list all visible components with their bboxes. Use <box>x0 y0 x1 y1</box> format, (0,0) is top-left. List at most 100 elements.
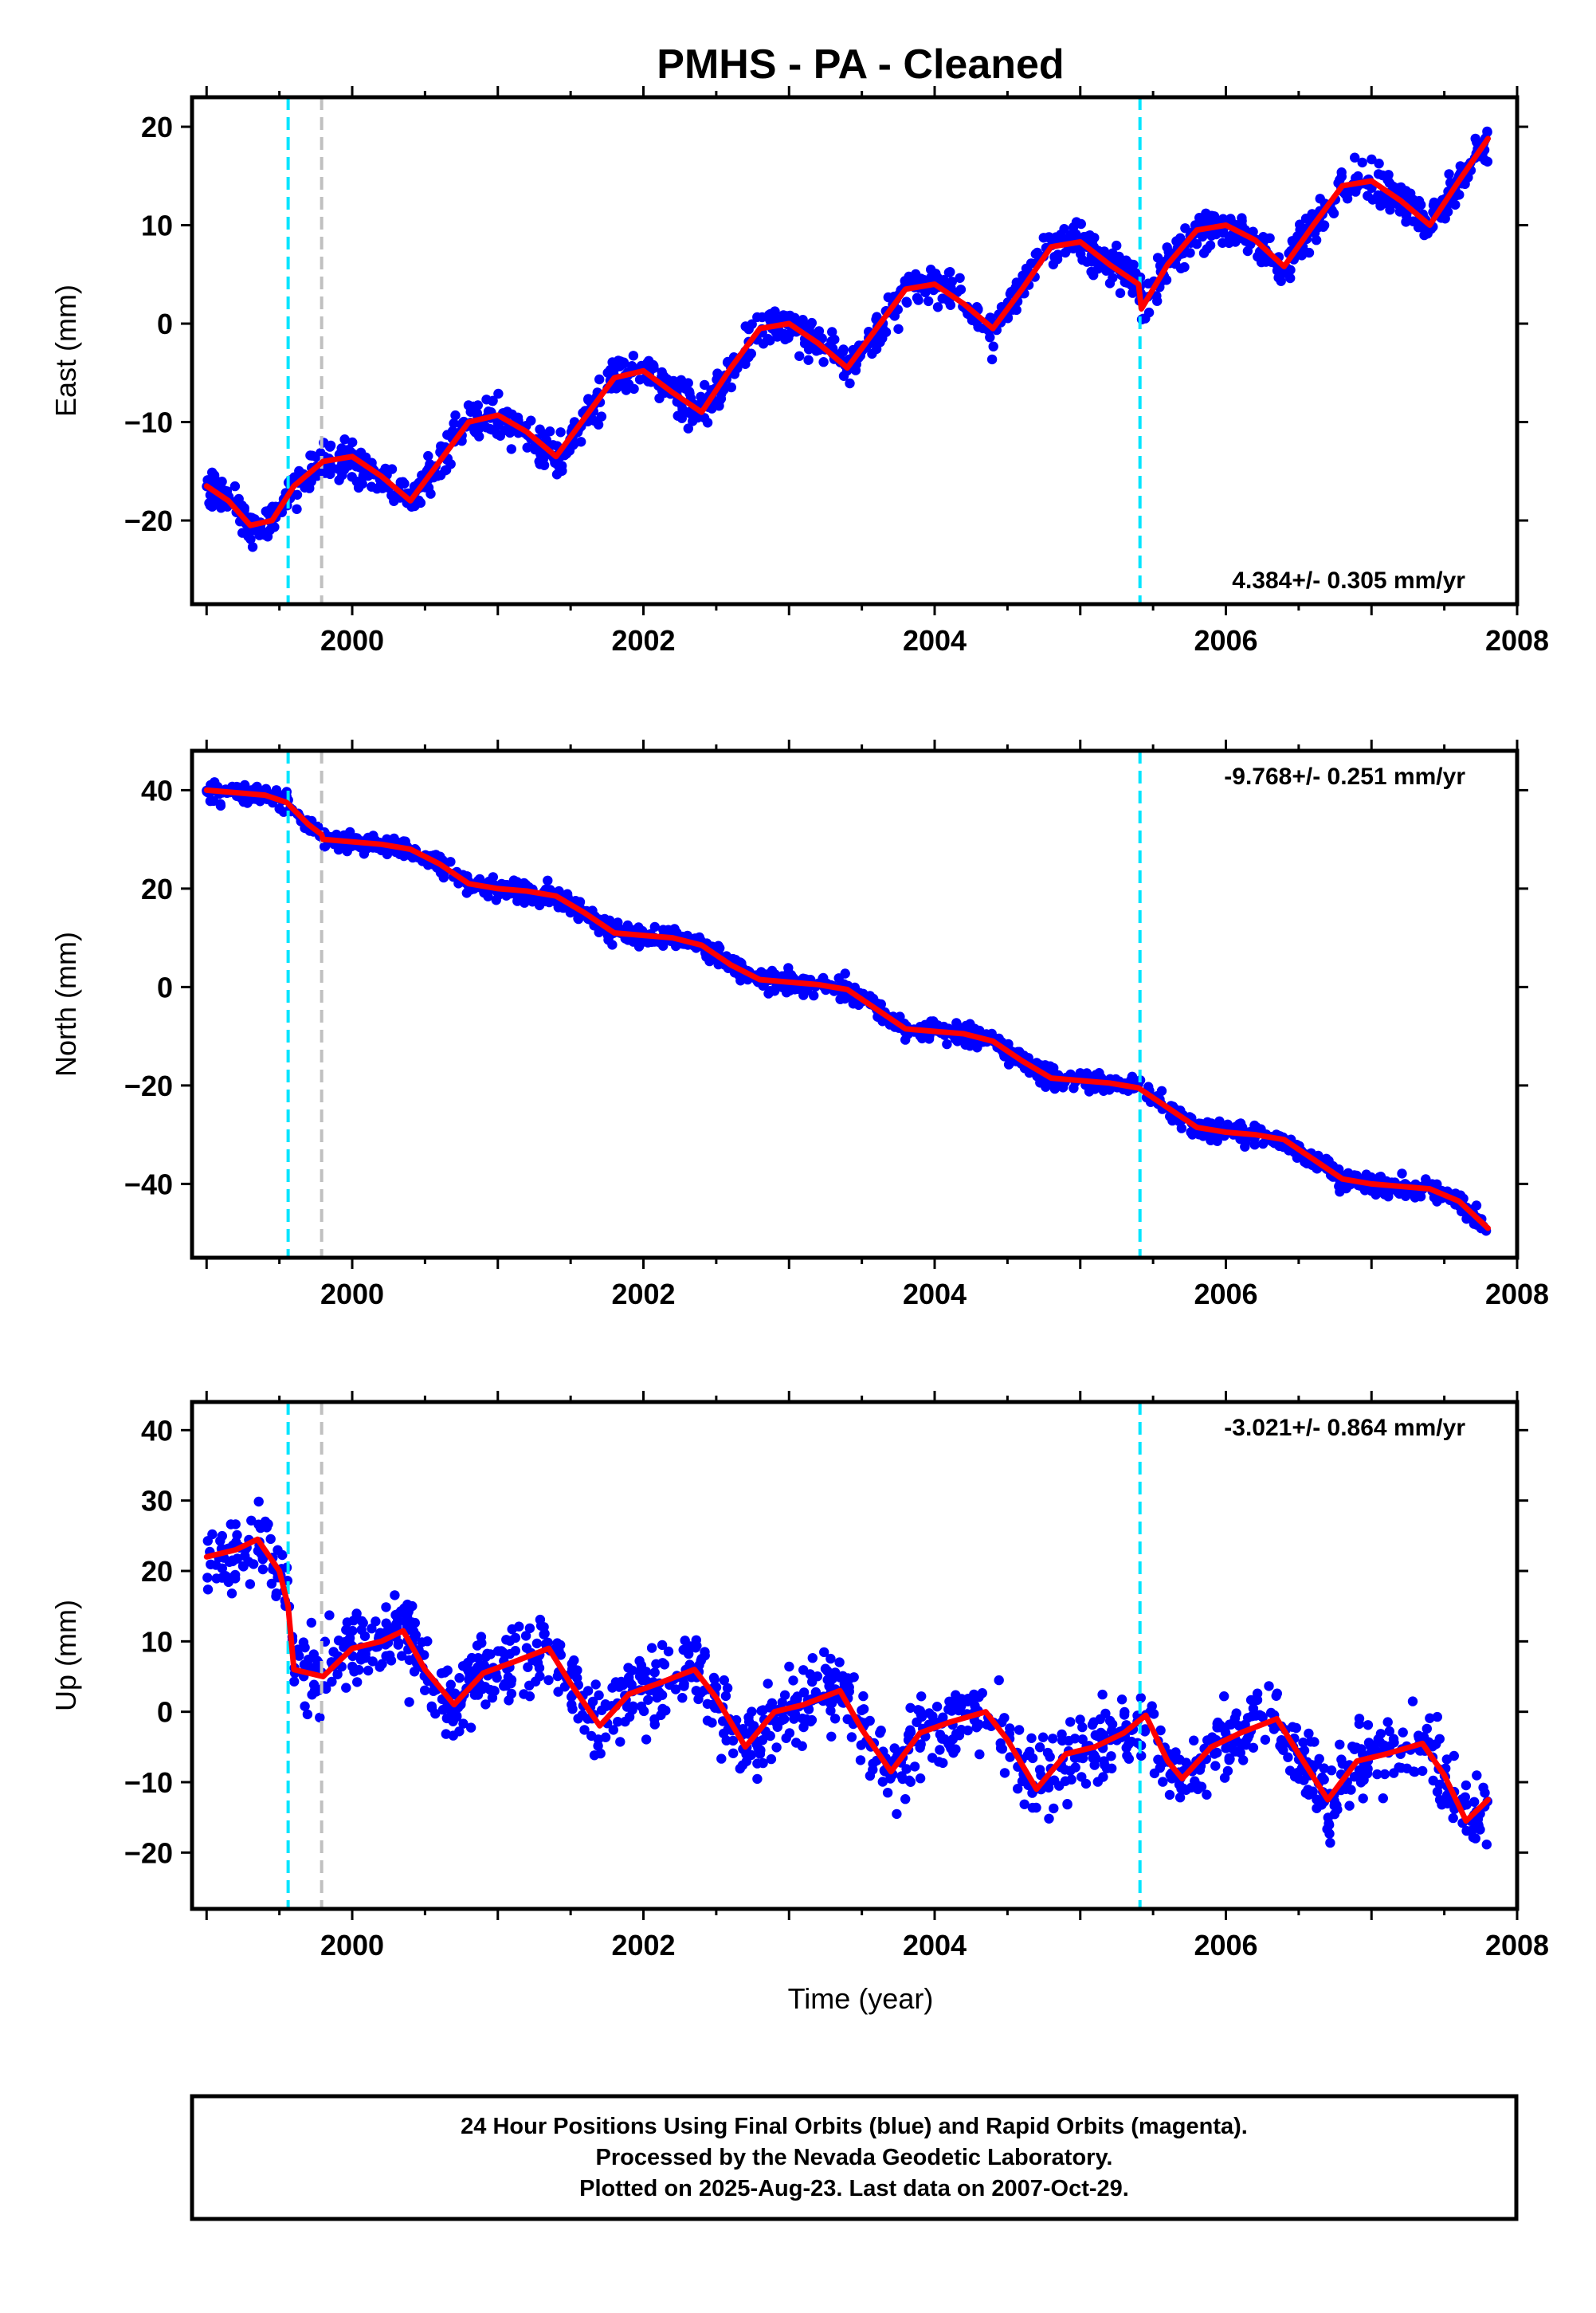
data-point <box>688 416 698 426</box>
data-point <box>937 293 947 304</box>
data-point <box>535 1620 547 1631</box>
data-point <box>905 1702 916 1713</box>
data-point <box>423 860 433 870</box>
data-point <box>207 501 218 512</box>
plot-area <box>202 751 1492 1258</box>
data-point <box>534 1663 545 1673</box>
data-point <box>1097 1689 1108 1700</box>
data-point <box>1375 1729 1386 1739</box>
data-point <box>1054 1781 1065 1791</box>
data-point <box>524 1623 535 1634</box>
data-point <box>849 1672 859 1683</box>
data-point <box>594 927 604 938</box>
data-point <box>943 267 955 278</box>
data-point <box>916 1691 927 1702</box>
data-point <box>900 1794 911 1804</box>
data-point <box>613 355 624 366</box>
data-point <box>1251 1122 1262 1133</box>
data-point <box>788 1675 798 1686</box>
data-point <box>995 1743 1006 1753</box>
data-point <box>333 842 344 853</box>
data-point <box>321 1683 331 1694</box>
data-point <box>1378 198 1389 209</box>
data-point <box>1005 289 1016 299</box>
data-point <box>1454 190 1465 200</box>
data-point <box>1071 217 1082 227</box>
data-point <box>794 351 805 361</box>
data-point <box>1231 1708 1241 1718</box>
x-tick-label: 2004 <box>903 624 967 657</box>
data-point <box>1106 1751 1116 1761</box>
data-point <box>534 456 544 467</box>
data-point <box>1122 260 1132 270</box>
data-point <box>827 1674 838 1684</box>
data-point <box>557 465 567 476</box>
data-point <box>735 1763 745 1774</box>
data-point <box>1207 1732 1218 1742</box>
data-point <box>302 1709 313 1720</box>
data-point <box>892 1808 902 1820</box>
data-point <box>620 1716 630 1727</box>
data-point <box>784 1728 795 1738</box>
data-point <box>752 312 763 323</box>
data-point <box>514 1621 524 1632</box>
data-point <box>1469 1219 1480 1229</box>
data-point <box>1065 1765 1076 1776</box>
data-point <box>1383 170 1394 180</box>
data-point <box>694 1659 704 1671</box>
data-point <box>649 363 659 373</box>
data-point <box>506 444 516 454</box>
data-point <box>1253 251 1263 262</box>
data-point <box>1221 1743 1231 1753</box>
data-point <box>1040 1060 1051 1070</box>
y-tick-label: 20 <box>141 873 173 905</box>
data-point <box>893 324 904 334</box>
data-point <box>211 1573 222 1584</box>
data-point <box>215 800 226 811</box>
data-point <box>772 332 782 342</box>
y-tick-label: −20 <box>124 1070 173 1102</box>
data-point <box>955 273 965 283</box>
data-point <box>1076 249 1086 259</box>
data-point <box>1164 1789 1175 1801</box>
data-point <box>1135 1693 1147 1703</box>
data-point <box>763 1679 773 1689</box>
data-point <box>472 1640 483 1651</box>
data-point <box>404 1655 414 1665</box>
data-point <box>1419 230 1429 241</box>
data-point <box>755 1745 766 1756</box>
data-point <box>238 1561 249 1572</box>
data-point <box>901 296 912 307</box>
data-point <box>543 875 553 886</box>
x-tick-label: 2002 <box>611 1278 675 1310</box>
data-point <box>1319 220 1330 230</box>
data-point <box>771 1742 782 1753</box>
data-point <box>510 1646 520 1656</box>
data-point <box>1414 195 1425 206</box>
x-tick-label: 2008 <box>1485 1278 1549 1310</box>
east-panel: 2000 2002 2004 2006 2008 −20 −10 0 10 20 East (mm)… <box>49 86 1549 657</box>
data-point <box>986 354 998 365</box>
data-point <box>1066 1774 1076 1785</box>
data-point <box>440 1667 450 1678</box>
data-point <box>1273 273 1284 283</box>
data-point <box>587 1696 598 1707</box>
data-point <box>607 940 618 950</box>
data-point <box>220 1571 231 1581</box>
data-point <box>596 411 607 422</box>
data-point <box>573 1714 583 1724</box>
data-point <box>790 312 800 323</box>
data-point <box>1374 159 1384 169</box>
data-point <box>1087 234 1097 244</box>
y-tick-label: 20 <box>141 111 173 143</box>
data-point <box>1120 1706 1130 1718</box>
data-point <box>889 1743 900 1753</box>
data-point <box>332 1669 343 1679</box>
data-point <box>770 312 780 323</box>
data-point <box>1152 253 1163 263</box>
data-point <box>1155 1762 1166 1773</box>
data-point <box>589 1750 600 1761</box>
data-point <box>600 1699 611 1710</box>
data-point <box>696 391 706 402</box>
data-point <box>1242 245 1253 257</box>
